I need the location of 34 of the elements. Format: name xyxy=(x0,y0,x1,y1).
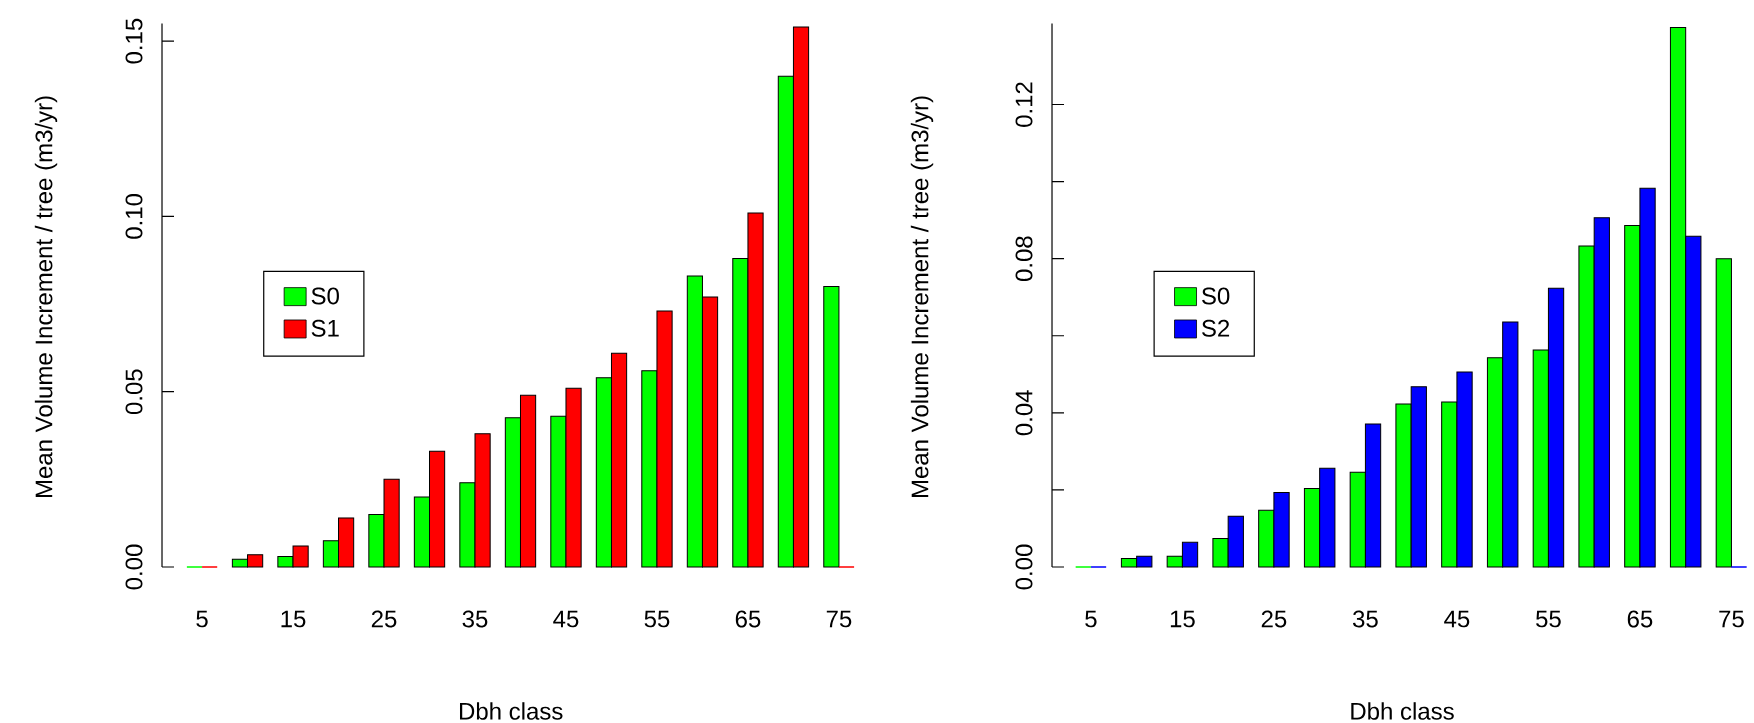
y-axis-title: Mean Volume Increment / tree (m3/yr) xyxy=(910,96,934,498)
x-tick-label: 5 xyxy=(196,610,208,628)
y-tick-label: 0.10 xyxy=(125,193,143,239)
x-tick-label: 35 xyxy=(1352,610,1378,628)
x-tick-label: 65 xyxy=(735,610,761,628)
x-axis-title: Dbh class xyxy=(1351,702,1454,720)
x-tick-label: 35 xyxy=(462,610,488,628)
x-tick-label: 25 xyxy=(1261,610,1287,628)
legend-label: S1 xyxy=(311,319,339,337)
y-tick-label: 0.05 xyxy=(125,369,143,415)
y-tick-label: 0.00 xyxy=(1015,544,1033,590)
y-tick-label: 0.15 xyxy=(125,18,143,64)
y-tick-label: 0.04 xyxy=(1015,390,1033,436)
legend-label: S0 xyxy=(1202,287,1230,305)
x-tick-label: 15 xyxy=(281,610,306,628)
x-tick-label: 5 xyxy=(1085,610,1097,628)
bar xyxy=(1715,258,1732,568)
y-tick-label: 0.08 xyxy=(1015,236,1033,282)
x-tick-label: 45 xyxy=(553,610,579,628)
x-tick-label: 15 xyxy=(1170,610,1195,628)
x-tick-label: 45 xyxy=(1444,610,1470,628)
x-tick-label: 75 xyxy=(1719,610,1744,628)
legend-label: S2 xyxy=(1202,319,1230,337)
x-tick-label: 75 xyxy=(826,610,852,628)
y-tick-label: 0.00 xyxy=(125,544,143,590)
x-tick-label: 55 xyxy=(644,610,670,628)
y-axis-title: Mean Volume Increment / tree (m3/yr) xyxy=(34,96,58,498)
y-tick-label: 0.12 xyxy=(1015,82,1033,127)
legend-label: S0 xyxy=(311,287,339,305)
x-tick-label: 65 xyxy=(1627,610,1653,628)
x-tick-label: 25 xyxy=(371,610,397,628)
x-axis-title: Dbh class xyxy=(460,702,563,720)
bar xyxy=(823,286,840,568)
x-tick-label: 55 xyxy=(1536,610,1561,628)
